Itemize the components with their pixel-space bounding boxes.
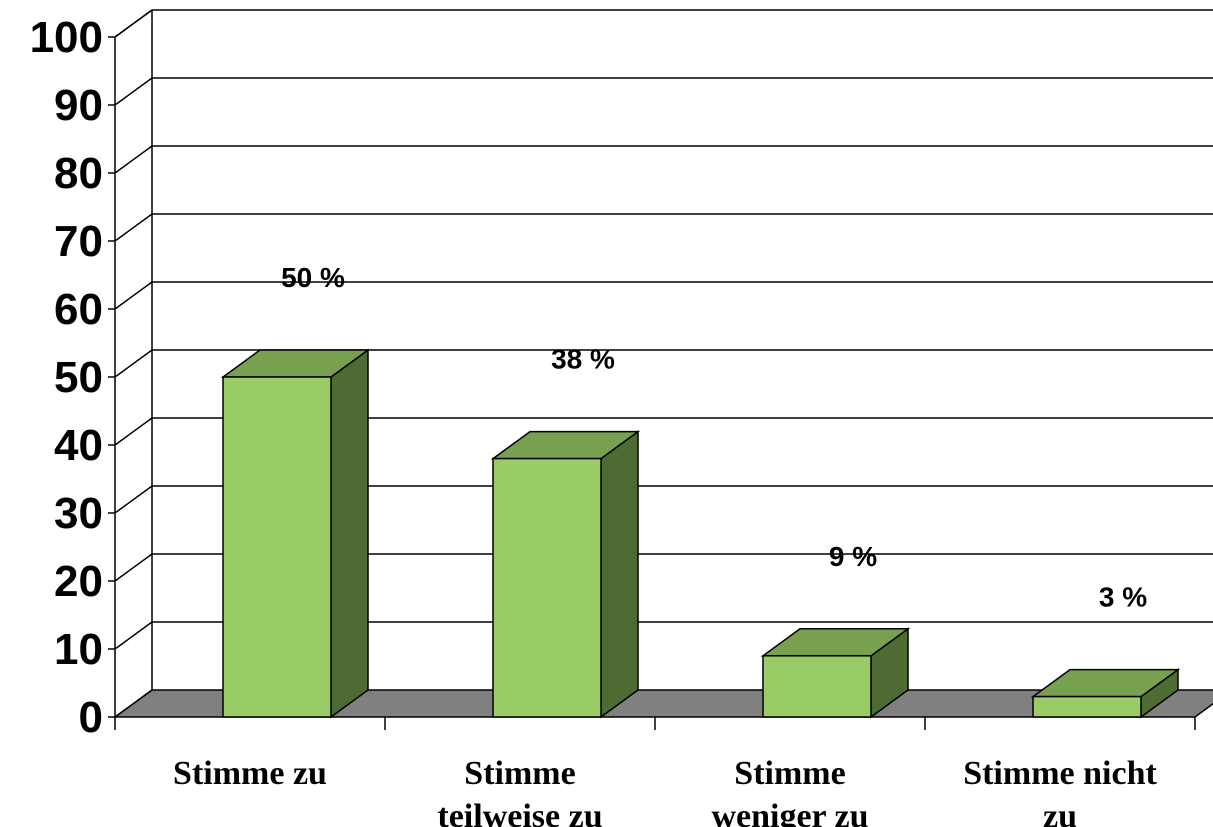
y-tick-label: 90	[54, 81, 103, 130]
wall-top-edge	[114, 9, 153, 38]
wall-gridline	[114, 485, 153, 514]
data-labels: 50 % 38 % 9 % 3 %	[281, 262, 1147, 613]
y-tick-label: 80	[54, 149, 103, 198]
y-tick-label: 40	[54, 421, 103, 470]
y-tick-label: 70	[54, 217, 103, 266]
bar-side	[600, 430, 639, 719]
bar-front	[222, 376, 332, 718]
bar	[490, 430, 641, 719]
data-label: 38 %	[551, 344, 615, 375]
y-tick-label: 30	[54, 489, 103, 538]
wall-gridline	[114, 621, 153, 650]
data-label: 9 %	[829, 541, 877, 572]
x-category-label: Stimme weniger zu	[711, 755, 868, 827]
wall-gridline	[114, 553, 153, 582]
axes	[108, 9, 1196, 730]
y-tick-label: 100	[30, 13, 103, 62]
bar	[220, 348, 371, 719]
bar-front	[762, 655, 872, 718]
y-tick-label: 60	[54, 285, 103, 334]
bar	[760, 627, 911, 719]
x-category-label: Stimme zu	[173, 755, 327, 792]
data-label: 3 %	[1099, 582, 1147, 613]
bar-front	[1032, 695, 1142, 718]
y-tick-label: 10	[54, 625, 103, 674]
bar	[1030, 668, 1181, 719]
wall-gridline	[114, 689, 153, 718]
y-axis-tick-labels: 0 10 20 30 40 50 60 70 80 90 100	[30, 13, 103, 742]
y-tick-label: 20	[54, 557, 103, 606]
bar-front	[492, 457, 602, 718]
bar-side	[330, 348, 369, 719]
x-axis-category-labels: Stimme zu Stimme teilweise zu Stimme weniger…	[173, 755, 1157, 827]
wall-gridline	[114, 213, 153, 242]
bars	[220, 348, 1181, 719]
wall-gridline	[114, 77, 153, 106]
wall-gridline	[114, 417, 153, 446]
wall-gridline	[114, 145, 153, 174]
y-tick-label: 50	[54, 353, 103, 402]
data-label: 50 %	[281, 262, 345, 293]
y-tick-label: 0	[79, 693, 103, 742]
x-category-label: Stimme nicht zu	[963, 755, 1157, 827]
wall-gridline	[114, 281, 153, 310]
x-category-label: Stimme teilweise zu	[437, 755, 602, 827]
wall-gridline	[114, 349, 153, 378]
